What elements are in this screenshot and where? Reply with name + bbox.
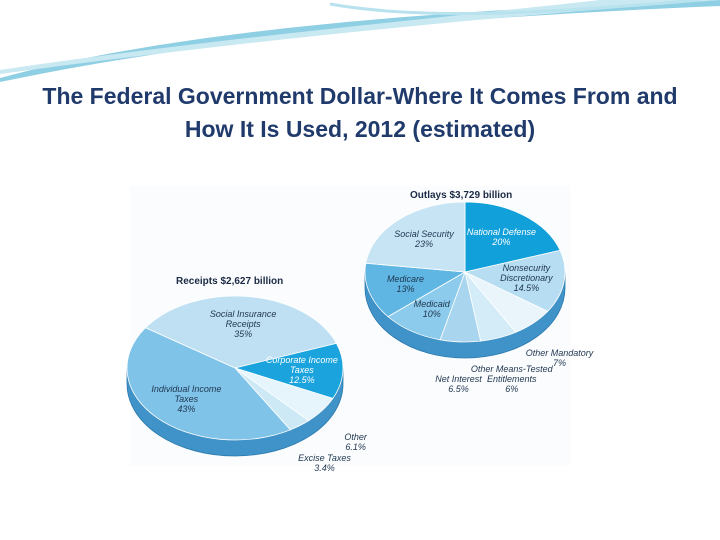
pie-slice [126, 327, 291, 441]
value-label: 12.5% [289, 374, 315, 385]
pie-slice [463, 249, 566, 312]
pie-slice [365, 201, 466, 273]
slice-label: Medicare 13% [363, 274, 447, 294]
slice-label: Nonsecurity Discretionary 14.5% [484, 263, 568, 293]
slice-label: Corporate Income Taxes 12.5% [260, 355, 344, 385]
value-label: 13% [396, 284, 415, 295]
slide-title: The Federal Government Dollar-Where It C… [42, 83, 678, 142]
pie-slice [364, 262, 467, 318]
pie-title: Outlays $3,729 billion [410, 190, 513, 201]
slice-label: Other 6.1% [314, 432, 398, 452]
category-label: Social Insurance Receipts [209, 308, 277, 329]
slice-label: Medicaid 10% [390, 299, 474, 319]
value-label: 14.5% [513, 283, 540, 294]
decor [0, 0, 720, 74]
slice-label: Other Mandatory 7% [517, 348, 601, 368]
value-label: 6.5% [448, 384, 469, 395]
value-label: 43% [177, 403, 196, 414]
value-label: 23% [414, 239, 433, 250]
category-label: Other Mandatory [525, 348, 594, 359]
category-label: Social Security [394, 229, 454, 240]
category-label: Medicaid [413, 298, 450, 309]
decor [0, 0, 720, 82]
value-label: 7% [552, 358, 566, 369]
pie-slice [464, 201, 561, 273]
category-label: Other [344, 432, 367, 443]
value-label: 35% [234, 328, 253, 339]
slice-label: Social Insurance Receipts 35% [201, 309, 285, 339]
value-label: 10% [422, 308, 441, 319]
decor [329, 0, 701, 16]
slice-label: Excise Taxes 3.4% [283, 453, 367, 473]
value-label: 6.1% [345, 442, 366, 453]
slice-label: Social Security 23% [382, 229, 466, 249]
category-label: Medicare [386, 274, 424, 285]
pie-title: Receipts $2,627 billion [176, 276, 284, 287]
value-label: 3.4% [314, 463, 335, 474]
category-label: Net Interest [435, 374, 482, 385]
category-label: Other Means-Tested Entitlements [470, 363, 553, 384]
category-label: Corporate Income Taxes [265, 354, 338, 375]
category-label: Individual Income Taxes [151, 383, 222, 404]
value-label: 20% [492, 236, 511, 247]
slice-label: Other Means-Tested Entitlements 6% [470, 364, 554, 394]
category-label: Excise Taxes [298, 453, 351, 464]
value-label: 6% [505, 383, 519, 394]
slice-label: Net Interest 6.5% [416, 374, 500, 394]
pie-slice [233, 342, 344, 399]
category-label: National Defense [466, 226, 536, 237]
category-label: Nonsecurity Discretionary [500, 263, 553, 284]
slice-label: National Defense 20% [459, 227, 543, 247]
pie-slice [144, 295, 338, 369]
slice-label: Individual Income Taxes 43% [144, 384, 228, 414]
